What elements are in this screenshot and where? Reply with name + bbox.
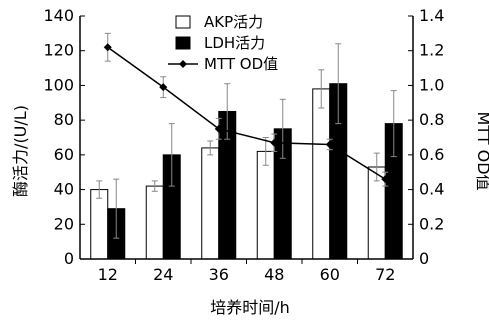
bar-akp-60 <box>312 88 331 260</box>
mtt-point-72 <box>381 175 390 184</box>
x-tick-label: 12 <box>98 265 118 284</box>
x-tick-label: 60 <box>320 265 340 284</box>
y2-tick-label: 1.0 <box>419 75 444 94</box>
mtt-point-60 <box>325 140 334 149</box>
y2-tick-label: 1.4 <box>419 6 444 25</box>
legend-label-1: LDH活力 <box>204 34 265 52</box>
line-layer <box>103 43 390 184</box>
bar-akp-12 <box>90 189 109 260</box>
y-tick-label: 80 <box>54 110 74 129</box>
y2-tick-label: 0 <box>419 249 429 268</box>
y2-tick-label: 0.2 <box>419 214 444 233</box>
legend-swatch-1 <box>175 36 191 50</box>
bars-layer <box>90 83 403 260</box>
mtt-point-48 <box>270 138 279 147</box>
y-tick-label: 40 <box>54 180 74 199</box>
error-bars-layer <box>96 32 397 239</box>
x-tick-label: 48 <box>264 265 284 284</box>
bar-akp-36 <box>201 147 220 260</box>
y-tick-label: 0 <box>64 249 74 268</box>
axes-layer: 0 20 40 60 80 100 120 140 0 0.2 0.4 0.6 0.8 1.0 1.2 1.4… <box>43 6 444 284</box>
y-tick-label: 120 <box>43 41 74 60</box>
legend-swatch-0 <box>175 15 191 29</box>
x-tick-label: 24 <box>153 265 173 284</box>
x-tick-label: 36 <box>209 265 229 284</box>
y-axis-title: 酶活力/(U/L) <box>11 105 30 197</box>
y2-tick-label: 0.4 <box>419 180 444 199</box>
x-tick-label: 72 <box>375 265 395 284</box>
y2-tick-label: 0.6 <box>419 145 444 164</box>
mtt-line <box>107 46 386 180</box>
x-axis-title: 培养时间/h <box>210 298 290 317</box>
y2-tick-label: 0.8 <box>419 110 444 129</box>
legend: AKP活力 LDH活力 MTT OD值 <box>168 13 278 73</box>
mtt-point-24 <box>159 83 168 92</box>
legend-marker <box>179 60 187 68</box>
y2-tick-label: 1.2 <box>419 41 444 60</box>
y2-axis-title: MTT OD值 <box>474 111 489 190</box>
y-tick-label: 20 <box>54 214 74 233</box>
bar-akp-24 <box>145 185 164 260</box>
legend-label-0: AKP活力 <box>204 13 263 31</box>
mtt-point-12 <box>103 43 112 52</box>
bar-akp-48 <box>256 150 275 260</box>
y-tick-label: 100 <box>43 75 74 94</box>
legend-label-2: MTT OD值 <box>204 55 278 73</box>
mtt-point-36 <box>214 124 223 133</box>
y-tick-label: 60 <box>54 145 74 164</box>
y-tick-label: 140 <box>43 6 74 25</box>
